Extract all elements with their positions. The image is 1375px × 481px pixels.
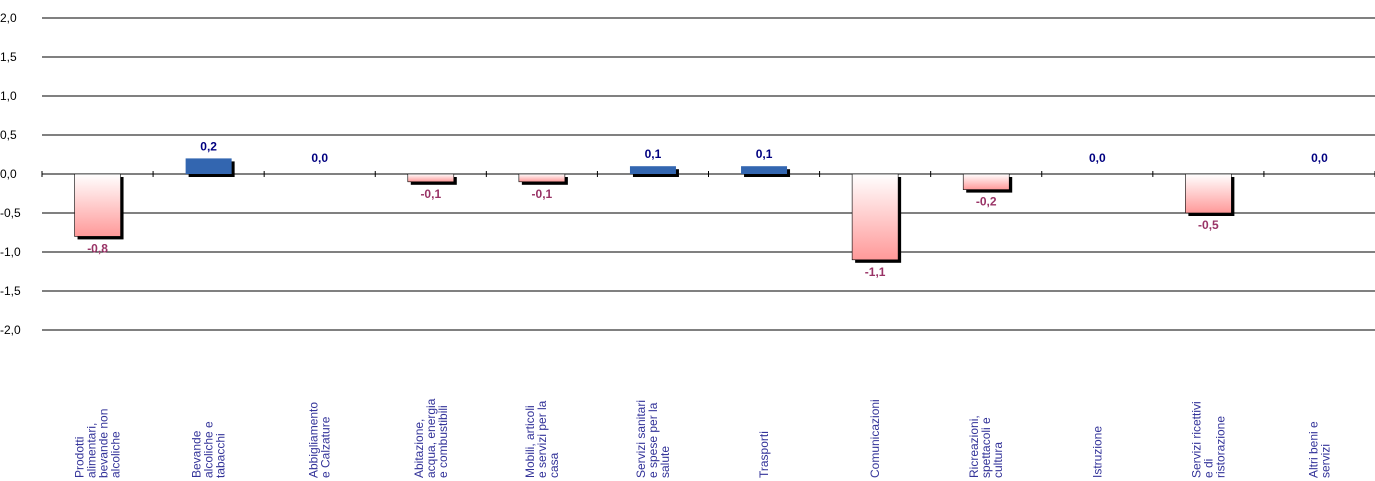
category-label-line: acqua, energia (424, 398, 438, 478)
category-label-line: alimentari, (85, 423, 99, 478)
category-label-line: tabacchi (214, 433, 228, 478)
data-label: -0,1 (532, 187, 553, 201)
category-label: Comunicazioni (868, 399, 882, 478)
data-label: 0,0 (1311, 151, 1328, 165)
category-label-line: Abitazione, (412, 419, 426, 478)
category-label-line: Mobili, articoli (523, 405, 537, 478)
y-tick-label: -1,0 (0, 245, 21, 259)
data-label: -0,8 (87, 241, 108, 255)
category-label-line: e di (1201, 459, 1215, 478)
y-tick-label: 0,0 (0, 167, 17, 181)
data-label: 0,1 (756, 147, 773, 161)
category-label-line: alcoliche (109, 431, 123, 478)
category-label-line: Prodotti (73, 437, 87, 478)
y-tick-label: -2,0 (0, 323, 21, 337)
y-tick-label: 2,0 (0, 11, 17, 25)
y-tick-label: 1,0 (0, 89, 17, 103)
category-label-line: alcoliche e (202, 421, 216, 478)
bar (629, 166, 676, 174)
data-label: -0,5 (1198, 218, 1219, 232)
category-label-line: servizi (1318, 444, 1332, 478)
data-label: 0,2 (200, 139, 217, 153)
category-label-line: Servizi sanitari (634, 400, 648, 478)
category-label-line: casa (547, 452, 561, 478)
category-label-line: ristorazione (1213, 416, 1227, 478)
category-label-line: Servizi ricettivi (1189, 401, 1203, 478)
bar (407, 173, 455, 183)
bar (74, 173, 121, 237)
category-label-line: e combustibili (436, 405, 450, 478)
y-axis-ticks: 2,0 1,5 1,0 0,5 0,0 -0,5 -1,0 -1,5 -2,0 (0, 11, 21, 337)
data-labels: -0,8 0,2 0,0 -0,1 -0,1 0,1 0,1 -1,1 -0,2 0,0 -0,5 0… (87, 139, 1328, 278)
bar (1185, 173, 1232, 214)
data-label: 0,1 (645, 147, 662, 161)
category-label-line: Comunicazioni (868, 399, 882, 478)
category-label-line: e Calzature (319, 416, 333, 478)
data-label: 0,0 (311, 151, 328, 165)
category-label: Istruzione (1090, 426, 1104, 478)
category-label: Trasporti (757, 431, 771, 478)
y-tick-label: -0,5 (0, 206, 21, 220)
data-label: -1,1 (865, 265, 886, 279)
data-label: -0,2 (976, 195, 997, 209)
data-label: -0,1 (420, 187, 441, 201)
y-tick-label: -1,5 (0, 284, 21, 298)
category-label-line: Trasporti (757, 431, 771, 478)
gridlines (41, 17, 1375, 331)
category-label-line: e servizi per la (535, 400, 549, 478)
bar (741, 166, 788, 174)
category-label-line: e spese per la (646, 402, 660, 478)
category-label-line: bevande non (97, 409, 111, 478)
category-label-line: Bevande (190, 430, 204, 478)
category-label-line: Istruzione (1090, 426, 1104, 478)
bar (185, 158, 232, 174)
category-label-line: Altri beni e (1306, 421, 1320, 478)
category-label-line: salute (658, 446, 672, 478)
y-tick-label: 1,5 (0, 50, 17, 64)
bars (74, 158, 1235, 263)
data-label: 0,0 (1089, 151, 1106, 165)
category-label-line: Ricreazioni, (967, 415, 981, 478)
category-label-line: cultura (991, 442, 1005, 478)
y-tick-label: 0,5 (0, 128, 17, 142)
category-label-line: spettacoli e (979, 417, 993, 478)
bar (518, 173, 566, 183)
bar (962, 173, 1010, 190)
category-label-line: Abbigliamento (307, 402, 321, 478)
bar (851, 173, 899, 261)
